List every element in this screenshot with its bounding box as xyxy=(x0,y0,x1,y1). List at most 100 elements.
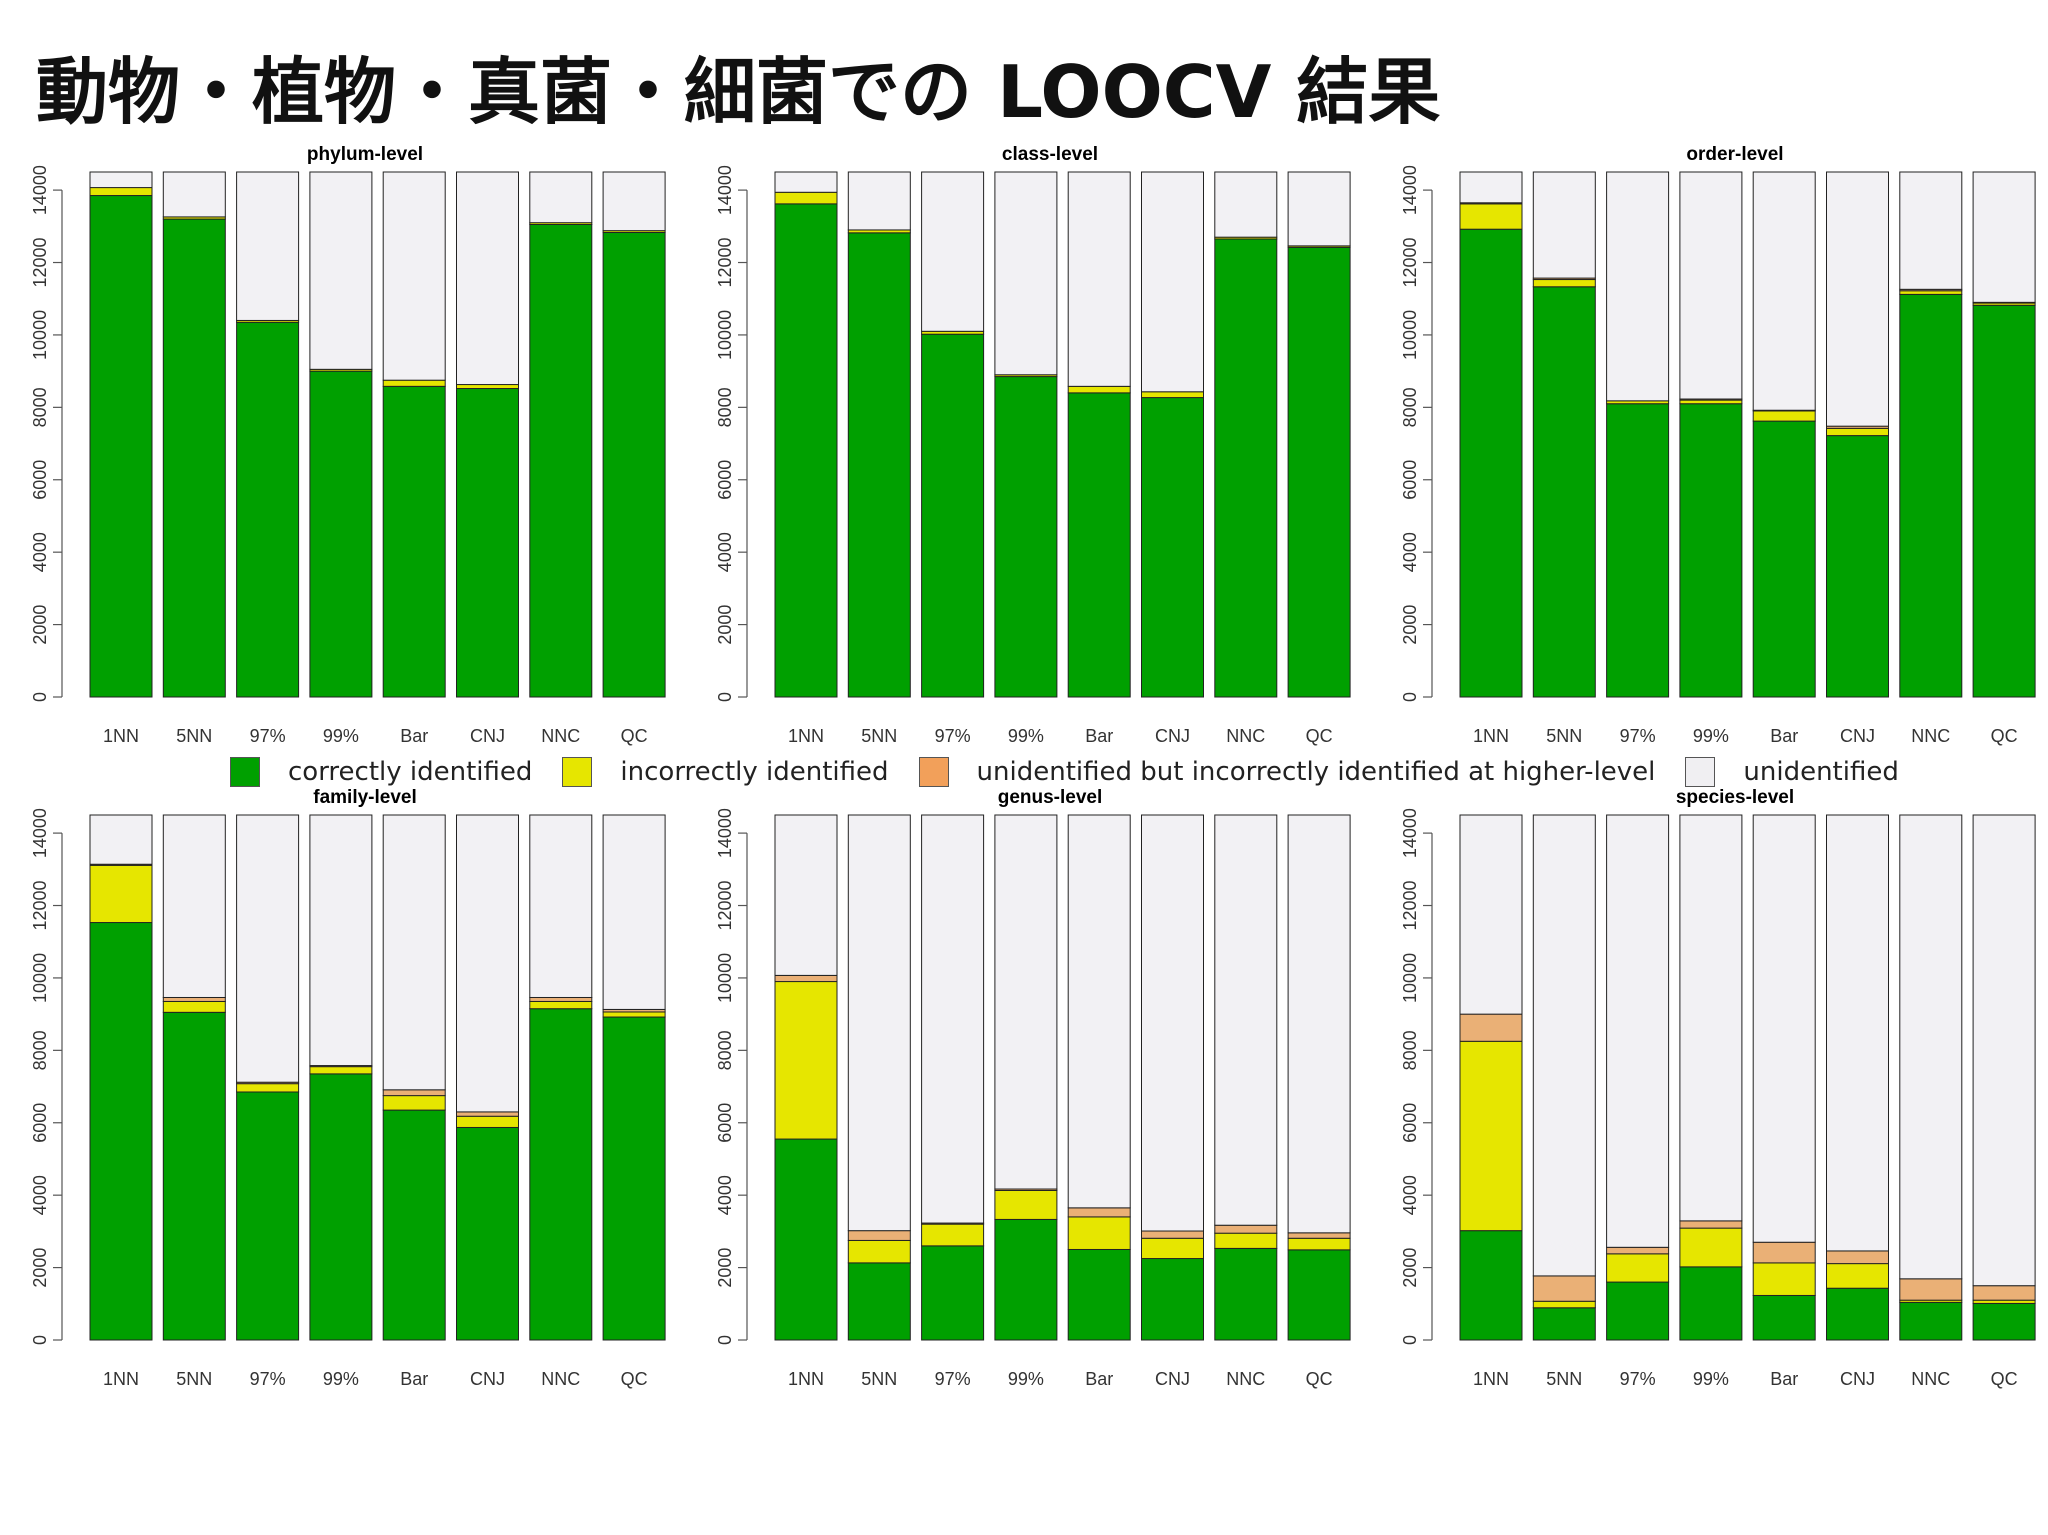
bar-segment xyxy=(1899,1278,1963,1301)
legend-item: unidentified but incorrectly identified … xyxy=(918,757,1655,787)
y-tick-label: 10000 xyxy=(1400,310,1420,360)
y-tick-label: 8000 xyxy=(30,387,50,427)
category-label: QC xyxy=(621,1369,648,1389)
category-label: 99% xyxy=(1008,726,1044,746)
category-label: 99% xyxy=(323,1369,359,1389)
bar-segment-unidentified xyxy=(1532,171,1596,279)
category-label: 99% xyxy=(1008,1369,1044,1389)
legend-swatch xyxy=(562,757,593,787)
category-label: 5NN xyxy=(176,1369,212,1389)
category-label: QC xyxy=(1306,726,1333,746)
y-tick-label: 4000 xyxy=(715,532,735,572)
bar-segment-unidentified xyxy=(1899,814,1963,1280)
y-tick-label: 4000 xyxy=(30,1175,50,1215)
bar-segment xyxy=(382,385,446,698)
bar-segment xyxy=(309,1073,373,1341)
bar-segment xyxy=(1532,279,1596,288)
y-tick-label: 12000 xyxy=(715,880,735,930)
chart-panel-order-level: order-level 0 2000 4000 6000 8000 10000 12000 14… xyxy=(1400,144,2036,746)
bar-segment-unidentified xyxy=(1459,171,1523,204)
y-tick-label: 14000 xyxy=(1400,808,1420,858)
bar-segment xyxy=(1606,1246,1670,1255)
bar-segment xyxy=(774,191,838,205)
y-tick-label: 2000 xyxy=(30,605,50,645)
category-label: Bar xyxy=(400,1369,428,1389)
category-label: 1NN xyxy=(103,1369,139,1389)
bar-segment xyxy=(1459,1040,1523,1232)
y-tick-label: 14000 xyxy=(30,808,50,858)
bar-segment-unidentified xyxy=(847,171,911,231)
bar-segment xyxy=(529,1000,593,1010)
bar-segment-unidentified xyxy=(1826,814,1889,1252)
bar-segment xyxy=(1826,1287,1889,1341)
y-tick-label: 8000 xyxy=(715,1030,735,1070)
bar-segment-unidentified xyxy=(1826,171,1889,427)
bar-segment xyxy=(774,981,838,1140)
category-label: NNC xyxy=(1226,726,1265,746)
bar-segment xyxy=(994,376,1058,698)
bar-segment xyxy=(1972,304,2036,698)
y-tick-label: 14000 xyxy=(715,165,735,215)
bar-segment xyxy=(1532,1307,1596,1341)
chart-panel-genus-level: genus-level 0 2000 4000 6000 8000 10000 12000 14… xyxy=(715,787,1351,1389)
bar-segment-unidentified xyxy=(1606,814,1670,1248)
y-tick-label: 12000 xyxy=(1400,237,1420,287)
bar-segment xyxy=(309,1066,373,1075)
category-label: CNJ xyxy=(1155,726,1190,746)
bar-segment-unidentified xyxy=(456,814,519,1113)
category-label: 1NN xyxy=(103,726,139,746)
bar-segment xyxy=(994,1189,1058,1220)
category-label: 97% xyxy=(250,726,286,746)
bar-segment xyxy=(1214,1247,1278,1341)
bar-segment xyxy=(456,1115,519,1128)
bar-segment xyxy=(1532,1300,1596,1309)
panel-title: phylum-level xyxy=(307,144,423,165)
bar-segment xyxy=(1141,1258,1204,1341)
y-tick-label: 8000 xyxy=(1400,1030,1420,1070)
y-tick-label: 2000 xyxy=(1400,1248,1420,1288)
category-label: CNJ xyxy=(470,726,505,746)
chart-panel-species-level: species-level 0 2000 4000 6000 8000 10000 12000… xyxy=(1400,787,2036,1389)
bar-segment xyxy=(1752,420,1816,698)
legend-label: incorrectly identified xyxy=(620,757,889,787)
y-tick-label: 12000 xyxy=(30,237,50,287)
panel-title: genus-level xyxy=(998,787,1103,808)
bar-segment xyxy=(1679,399,1743,405)
category-label: 1NN xyxy=(1473,1369,1509,1389)
category-label: 99% xyxy=(323,726,359,746)
bar-segment xyxy=(1606,1281,1670,1341)
bar-segment xyxy=(1606,403,1670,698)
bar-segment-unidentified xyxy=(1141,171,1204,393)
bar-segment xyxy=(1532,1275,1596,1302)
category-label: Bar xyxy=(1770,1369,1798,1389)
bar-segment-unidentified xyxy=(529,171,593,224)
y-tick-label: 10000 xyxy=(30,953,50,1003)
category-label: 99% xyxy=(1693,726,1729,746)
bar-segment-unidentified xyxy=(309,171,373,370)
bar-segment-unidentified xyxy=(309,814,373,1067)
bar-segment xyxy=(1972,1302,2036,1341)
category-label: 97% xyxy=(935,1369,971,1389)
bar-segment xyxy=(162,1011,226,1341)
bar-segment xyxy=(847,232,911,698)
y-tick-label: 4000 xyxy=(1400,532,1420,572)
bar-segment xyxy=(236,321,300,698)
category-label: NNC xyxy=(541,1369,580,1389)
bar-segment xyxy=(456,1126,519,1341)
bar-segment-unidentified xyxy=(1679,171,1743,400)
bar-segment-unidentified xyxy=(456,171,519,386)
bar-segment-unidentified xyxy=(236,171,300,321)
bar-segment-unidentified xyxy=(1287,814,1351,1234)
bar-segment xyxy=(1899,290,1963,295)
bar-segment xyxy=(1752,1241,1816,1264)
category-label: CNJ xyxy=(1840,726,1875,746)
chart-legend: correctly identified incorrectly identifi… xyxy=(230,754,1929,790)
y-tick-label: 6000 xyxy=(715,1103,735,1143)
category-label: 97% xyxy=(935,726,971,746)
bar-segment xyxy=(1287,246,1351,698)
bar-segment xyxy=(236,1091,300,1341)
bar-segment xyxy=(1679,1220,1743,1229)
legend-swatch xyxy=(1685,757,1716,787)
bar-segment xyxy=(847,1239,911,1264)
